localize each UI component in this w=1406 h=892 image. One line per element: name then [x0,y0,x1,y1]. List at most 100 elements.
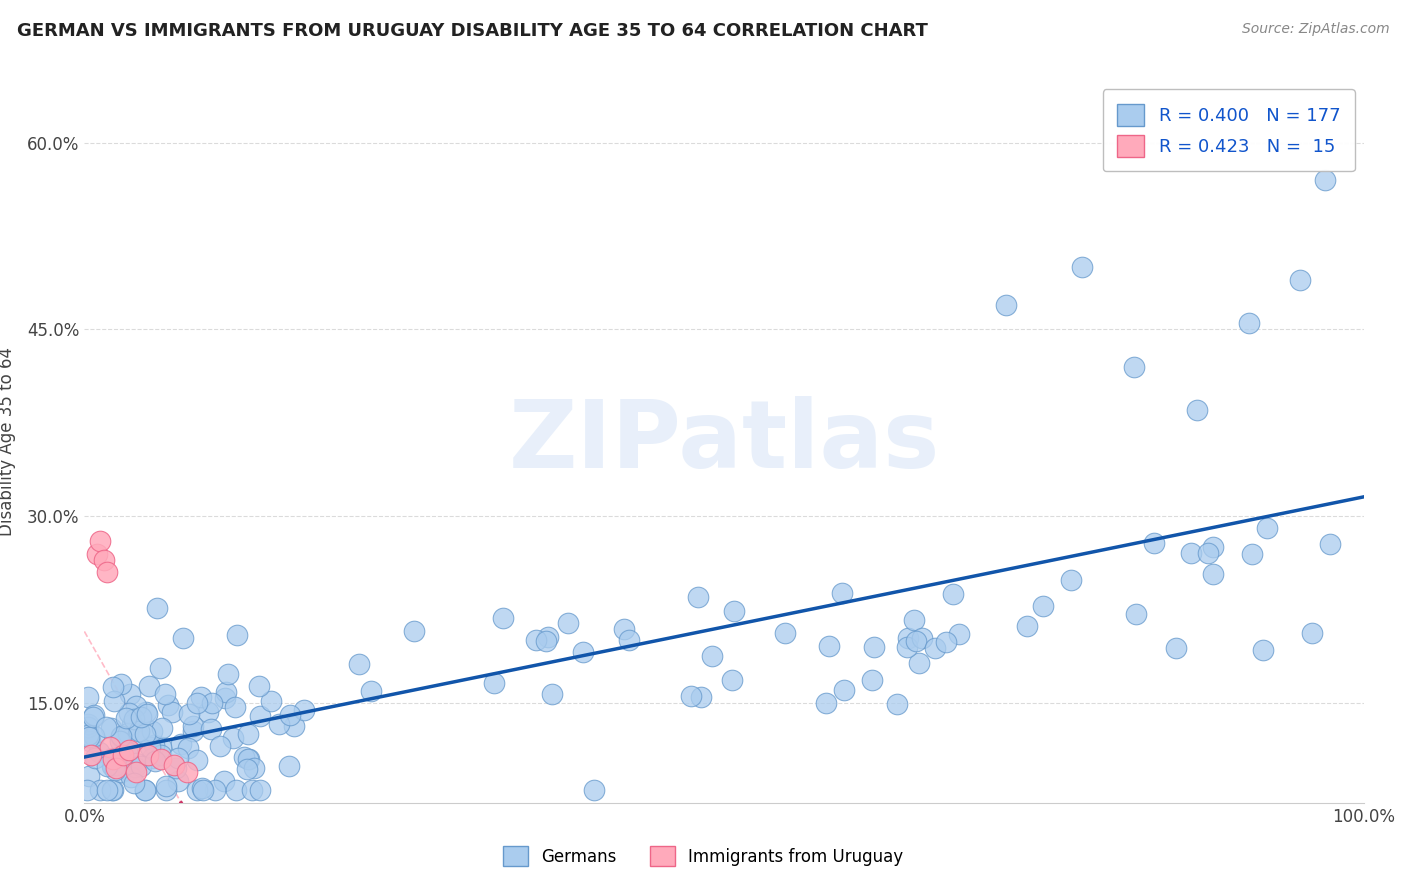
Point [897,631,920,645]
Point [89,534,111,549]
Point [221,731,243,745]
Point [214,685,236,699]
Point [1315,173,1337,187]
Point [1202,566,1225,581]
Point [124,760,146,774]
Point [226,628,249,642]
Point [83,708,105,723]
Point [150,752,173,766]
Point [76,728,98,742]
Point [117,725,139,739]
Point [155,687,177,701]
Legend: Germans, Immigrants from Uruguay: Germans, Immigrants from Uruguay [495,838,911,875]
Point [1288,272,1310,286]
Point [115,745,138,759]
Point [77,731,100,745]
Point [100,783,122,797]
Point [1059,574,1081,588]
Point [818,640,841,654]
Point [1122,359,1144,374]
Point [541,687,564,701]
Point [249,783,271,797]
Point [143,754,166,768]
Point [278,707,301,722]
Point [242,761,264,775]
Point [105,761,128,775]
Point [582,783,605,797]
Point [101,681,124,695]
Point [125,756,148,771]
Point [360,684,382,698]
Point [1251,642,1274,657]
Point [89,783,111,797]
Point [190,690,212,705]
Point [155,783,177,797]
Point [135,706,157,720]
Point [163,758,186,772]
Point [98,739,121,754]
Point [83,729,105,743]
Point [249,709,271,723]
Point [911,631,934,645]
Point [125,699,148,714]
Point [1202,540,1225,554]
Point [1319,537,1341,551]
Point [111,748,134,763]
Point [108,733,131,747]
Point [110,677,132,691]
Point [1166,640,1188,655]
Point [832,682,855,697]
Point [146,600,169,615]
Point [1071,260,1094,274]
Point [170,737,193,751]
Point [112,750,135,764]
Point [200,722,222,736]
Point [101,752,124,766]
Point [236,752,259,766]
Legend: R = 0.400   N = 177, R = 0.423   N =  15: R = 0.400 N = 177, R = 0.423 N = 15 [1102,89,1355,171]
Point [127,727,149,741]
Point [225,783,247,797]
Point [79,769,101,783]
Point [120,770,142,784]
Point [214,774,236,789]
Point [129,710,152,724]
Point [524,633,547,648]
Point [948,626,970,640]
Point [941,587,963,601]
Point [134,783,156,797]
Point [534,633,557,648]
Point [186,753,208,767]
Point [103,783,125,797]
Y-axis label: Disability Age 35 to 64: Disability Age 35 to 64 [0,347,15,536]
Point [110,765,132,780]
Point [87,745,110,759]
Point [86,547,108,561]
Point [1237,316,1260,330]
Point [93,553,115,567]
Point [197,705,219,719]
Point [160,705,183,719]
Point [96,759,118,773]
Point [492,610,515,624]
Point [117,763,139,777]
Point [120,687,142,701]
Point [134,783,156,797]
Point [1301,626,1323,640]
Point [143,738,166,752]
Point [177,741,200,756]
Point [1180,547,1202,561]
Point [617,632,640,647]
Point [110,729,132,743]
Point [482,676,505,690]
Point [247,679,270,693]
Point [155,779,177,793]
Point [863,640,886,655]
Point [103,694,125,708]
Point [129,759,152,773]
Point [681,690,703,704]
Point [100,759,122,773]
Point [240,783,263,797]
Point [775,625,797,640]
Point [122,776,145,790]
